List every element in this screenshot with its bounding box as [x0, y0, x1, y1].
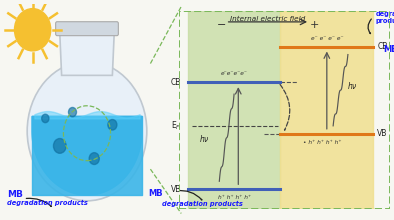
Text: Internal electric field: Internal electric field — [230, 16, 305, 22]
Text: MB: MB — [148, 189, 162, 198]
Text: degradation
products: degradation products — [375, 11, 394, 24]
Circle shape — [89, 153, 99, 165]
Text: MB: MB — [384, 45, 394, 54]
Text: MB: MB — [7, 190, 23, 199]
Text: −: − — [217, 20, 226, 30]
FancyArrowPatch shape — [176, 191, 202, 200]
FancyBboxPatch shape — [56, 22, 118, 36]
Text: CB: CB — [377, 42, 388, 51]
Text: h⁺ h⁺ h⁺ h⁺: h⁺ h⁺ h⁺ h⁺ — [217, 195, 251, 200]
Text: e⁻e⁻e⁻e⁻: e⁻e⁻e⁻e⁻ — [221, 71, 247, 76]
FancyArrowPatch shape — [280, 84, 290, 130]
Polygon shape — [60, 34, 114, 75]
FancyArrowPatch shape — [368, 19, 371, 34]
Polygon shape — [32, 116, 142, 195]
Text: VB: VB — [171, 185, 181, 194]
Text: e⁻ e⁻ e⁻ e⁻: e⁻ e⁻ e⁻ e⁻ — [310, 36, 343, 41]
Bar — [188, 11, 281, 209]
Text: hν: hν — [348, 82, 357, 91]
Circle shape — [27, 61, 147, 201]
Text: E$_F$: E$_F$ — [171, 120, 181, 132]
Bar — [281, 11, 373, 209]
Circle shape — [42, 114, 49, 123]
Text: hν: hν — [200, 135, 209, 144]
Text: • h⁺ h⁺ h⁺ h⁺: • h⁺ h⁺ h⁺ h⁺ — [303, 140, 342, 145]
Text: degradation products: degradation products — [162, 201, 243, 207]
Text: +: + — [310, 20, 319, 30]
FancyArrowPatch shape — [26, 198, 51, 206]
Text: degradation products: degradation products — [7, 200, 88, 206]
Text: VB: VB — [377, 129, 388, 138]
Circle shape — [15, 9, 51, 51]
Circle shape — [108, 119, 117, 130]
Circle shape — [54, 139, 66, 153]
Circle shape — [69, 107, 76, 117]
Text: CB: CB — [171, 78, 181, 87]
